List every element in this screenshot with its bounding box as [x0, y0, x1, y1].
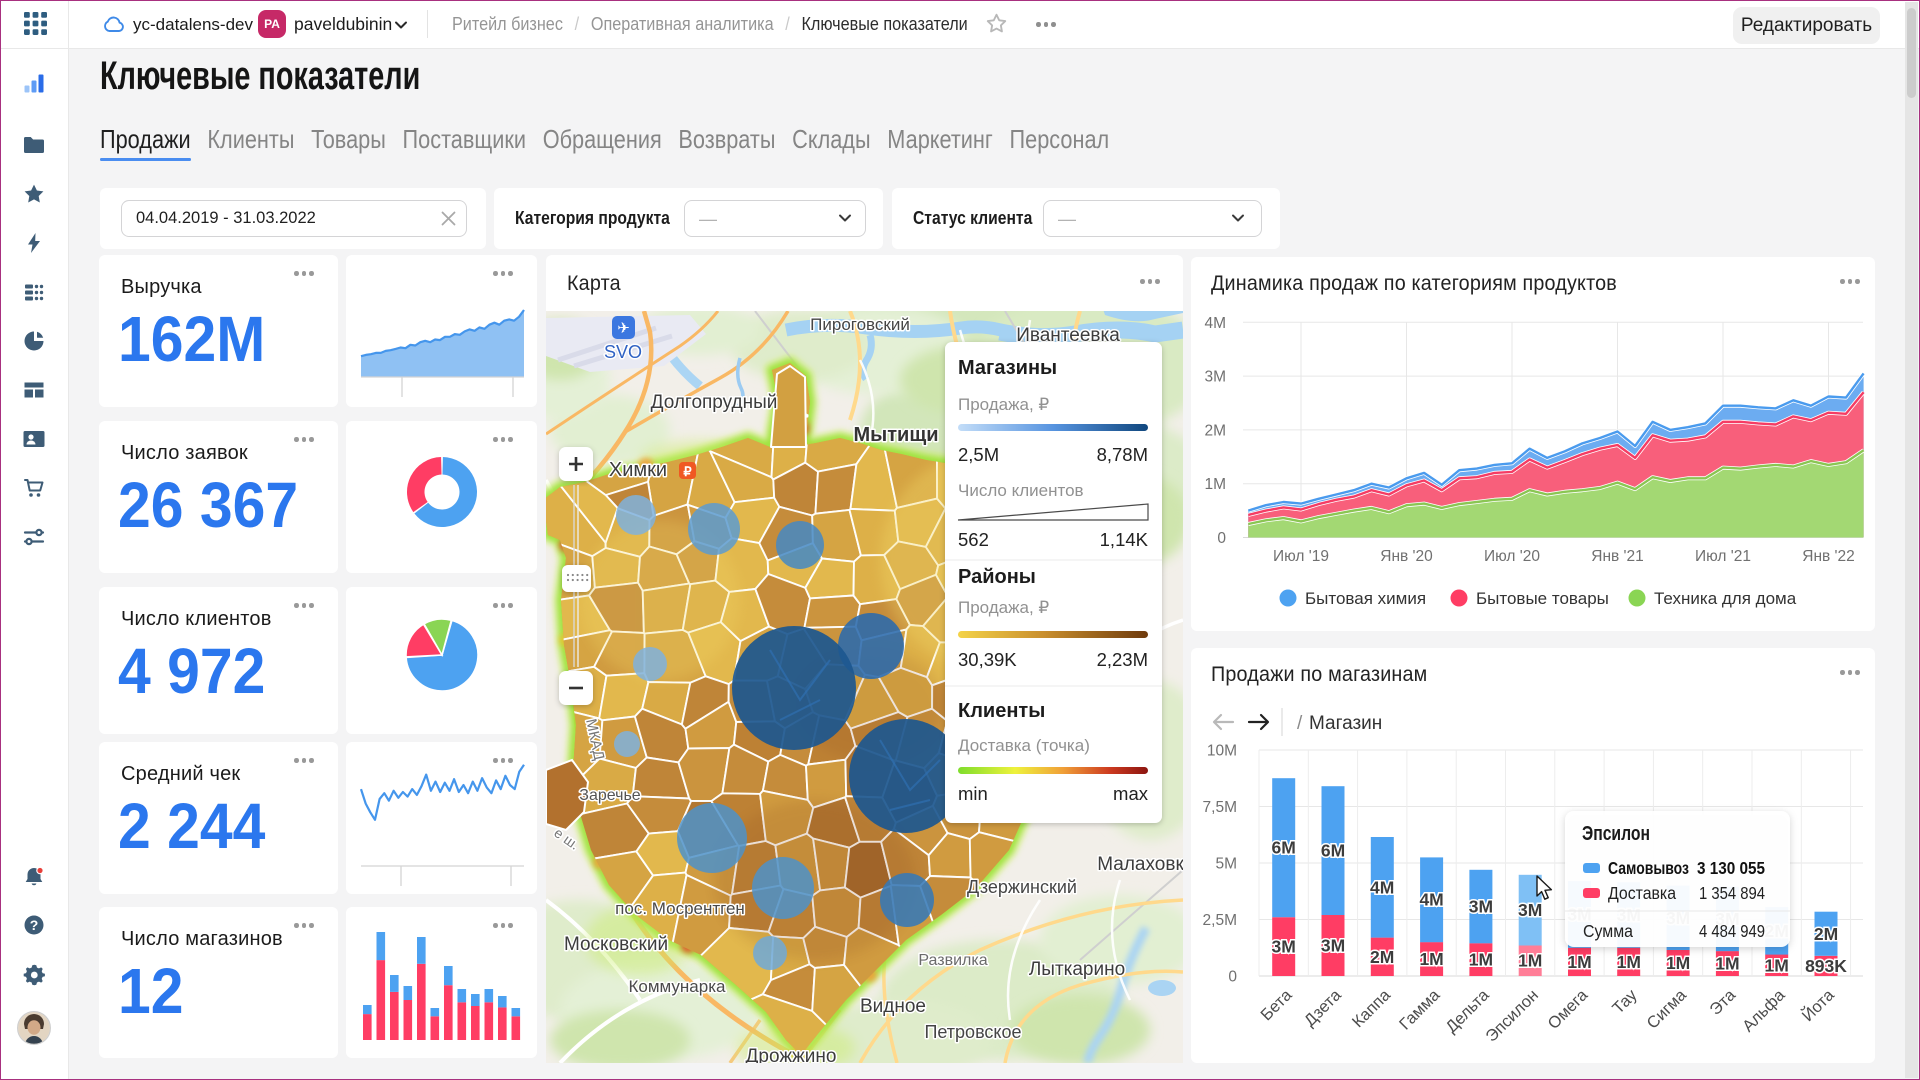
svg-text:₽: ₽	[683, 464, 692, 479]
svg-text:Гамма: Гамма	[1396, 986, 1444, 1034]
svg-text:3M: 3M	[1204, 369, 1226, 386]
svg-text:Дзержинский: Дзержинский	[967, 877, 1077, 897]
svg-text:Альфа: Альфа	[1739, 986, 1789, 1036]
svg-text:Петровское: Петровское	[924, 1022, 1021, 1042]
svg-text:2,5M: 2,5M	[958, 444, 999, 465]
svg-text:2M: 2M	[1814, 924, 1838, 944]
svg-text:Янв '22: Янв '22	[1802, 548, 1855, 565]
svg-text:10M: 10M	[1207, 743, 1237, 760]
svg-text:Коммунарка: Коммунарка	[629, 977, 727, 996]
svg-text:Эпсилон: Эпсилон	[1582, 823, 1650, 845]
svg-text:5M: 5M	[1215, 856, 1237, 873]
svg-text:Бета: Бета	[1257, 986, 1296, 1025]
svg-text:6M: 6M	[1321, 841, 1345, 861]
svg-text:4M: 4M	[1419, 890, 1443, 910]
svg-text:Московский: Московский	[564, 934, 668, 955]
svg-text:4 484 949: 4 484 949	[1699, 921, 1765, 941]
svg-text:Продажа, ₽: Продажа, ₽	[958, 598, 1049, 617]
svg-text:Тау: Тау	[1609, 986, 1641, 1018]
svg-text:6M: 6M	[1272, 838, 1296, 858]
svg-text:1M: 1M	[1567, 952, 1591, 972]
svg-text:Янв '20: Янв '20	[1380, 548, 1433, 565]
svg-text:Долгопрудный: Долгопрудный	[651, 392, 778, 413]
svg-text:4M: 4M	[1370, 877, 1394, 897]
svg-text:1M: 1M	[1617, 952, 1641, 972]
svg-text:2M: 2M	[1204, 422, 1226, 439]
svg-text:/: /	[1297, 713, 1303, 734]
svg-text:Заречье: Заречье	[579, 787, 641, 804]
svg-text:Йота: Йота	[1798, 985, 1838, 1025]
svg-text:1M: 1M	[1518, 951, 1542, 971]
svg-text:Лыткарино: Лыткарино	[1029, 959, 1125, 980]
svg-text:0: 0	[1228, 969, 1237, 986]
svg-text:1 354 894: 1 354 894	[1699, 883, 1765, 903]
svg-text:Клиенты: Клиенты	[958, 700, 1045, 722]
svg-text:Сигма: Сигма	[1643, 986, 1690, 1033]
svg-text:Эпсилон: Эпсилон	[1482, 986, 1542, 1046]
svg-text:Янв '21: Янв '21	[1591, 548, 1644, 565]
svg-text:7,5M: 7,5M	[1203, 799, 1237, 816]
svg-text:Число клиентов: Число клиентов	[958, 481, 1084, 500]
svg-text:Магазины: Магазины	[958, 357, 1057, 379]
svg-text:Июл '21: Июл '21	[1695, 548, 1751, 565]
svg-text:Июл '20: Июл '20	[1484, 548, 1540, 565]
svg-text:1M: 1M	[1419, 949, 1443, 969]
svg-text:1M: 1M	[1765, 955, 1789, 975]
svg-text:2M: 2M	[1370, 947, 1394, 967]
svg-text:Химки: Химки	[609, 459, 667, 481]
svg-text:Июл '19: Июл '19	[1273, 548, 1329, 565]
svg-text:Магазин: Магазин	[1309, 713, 1382, 734]
svg-text:Доставка: Доставка	[1608, 883, 1676, 903]
svg-text:Техника для дома: Техника для дома	[1654, 589, 1797, 608]
svg-text:Бытовые товары: Бытовые товары	[1476, 589, 1609, 608]
svg-text:Дзета: Дзета	[1301, 986, 1346, 1031]
svg-text:Доставка (точка): Доставка (точка)	[958, 736, 1090, 755]
svg-text:Видное: Видное	[860, 996, 926, 1017]
svg-text:3M: 3M	[1518, 900, 1542, 920]
svg-text:1M: 1M	[1715, 954, 1739, 974]
svg-text:1M: 1M	[1469, 950, 1493, 970]
svg-text:Продажа, ₽: Продажа, ₽	[958, 395, 1049, 414]
svg-text:3 130 055: 3 130 055	[1697, 858, 1765, 878]
svg-text:SVO: SVO	[604, 342, 642, 362]
svg-text:min: min	[958, 783, 988, 804]
svg-text:1M: 1M	[1666, 953, 1690, 973]
svg-text:3M: 3M	[1469, 897, 1493, 917]
svg-text:30,39K: 30,39K	[958, 649, 1017, 670]
svg-text:Развилка: Развилка	[918, 952, 987, 969]
svg-text:2,5M: 2,5M	[1203, 912, 1237, 929]
svg-text:0: 0	[1217, 530, 1226, 547]
svg-text:3M: 3M	[1272, 937, 1296, 957]
svg-text:893K: 893K	[1805, 956, 1847, 976]
svg-text:Сумма: Сумма	[1583, 921, 1633, 941]
svg-text:2,23M: 2,23M	[1097, 649, 1148, 670]
svg-text:max: max	[1113, 783, 1149, 804]
svg-text:562: 562	[958, 529, 989, 550]
svg-text:1M: 1M	[1204, 476, 1226, 493]
svg-text:пос. Мосрентген: пос. Мосрентген	[615, 899, 745, 918]
svg-text:1,14K: 1,14K	[1100, 529, 1149, 550]
svg-text:Мытищи: Мытищи	[854, 424, 939, 446]
svg-text:Омега: Омега	[1545, 986, 1592, 1033]
svg-text:Пироговский: Пироговский	[810, 315, 910, 334]
svg-text:Районы: Районы	[958, 566, 1036, 588]
svg-text:8,78M: 8,78M	[1097, 444, 1148, 465]
svg-text:Дрожжино: Дрожжино	[746, 1046, 837, 1063]
svg-text:4M: 4M	[1204, 315, 1226, 332]
svg-text:Каппа: Каппа	[1349, 986, 1395, 1032]
svg-text:Эта: Эта	[1706, 986, 1739, 1019]
svg-text:✈: ✈	[617, 320, 630, 337]
svg-text:?: ?	[30, 917, 39, 933]
svg-text:Бытовая химия: Бытовая химия	[1305, 589, 1426, 608]
svg-text:Малаховка: Малаховка	[1097, 854, 1183, 875]
svg-text:Самовывоз: Самовывоз	[1608, 858, 1689, 878]
svg-text:3M: 3M	[1321, 936, 1345, 956]
